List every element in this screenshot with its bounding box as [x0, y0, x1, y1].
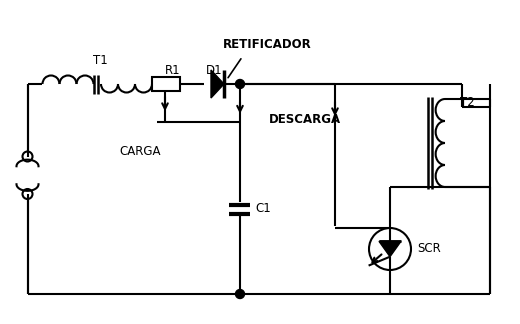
Circle shape	[236, 79, 244, 88]
Text: CARGA: CARGA	[119, 145, 161, 158]
Text: T2: T2	[460, 97, 475, 110]
Text: D1: D1	[206, 64, 223, 76]
Polygon shape	[211, 70, 224, 98]
Text: DESCARGA: DESCARGA	[269, 112, 341, 125]
Text: SCR: SCR	[418, 242, 441, 256]
Bar	[152, 77, 180, 91]
Text: RETIFICADOR: RETIFICADOR	[223, 39, 312, 52]
Text: C1: C1	[255, 202, 271, 215]
Text: T1: T1	[93, 53, 107, 66]
Circle shape	[236, 290, 244, 298]
Text: R1: R1	[165, 64, 180, 76]
Polygon shape	[379, 241, 401, 257]
